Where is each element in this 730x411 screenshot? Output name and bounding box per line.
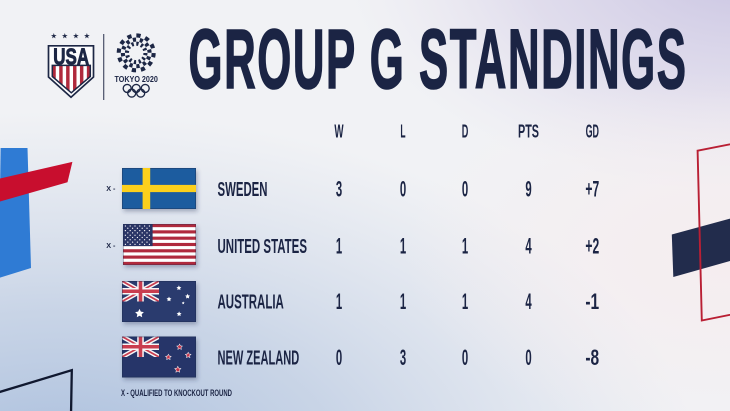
svg-text:4: 4 — [525, 289, 532, 314]
svg-text:0: 0 — [462, 177, 468, 202]
svg-text:1: 1 — [336, 289, 342, 314]
svg-text:0: 0 — [336, 345, 342, 370]
svg-text:GD: GD — [586, 122, 599, 142]
svg-text:+7: +7 — [585, 177, 599, 202]
svg-text:+2: +2 — [585, 234, 599, 259]
svg-text:AUSTRALIA: AUSTRALIA — [218, 292, 284, 314]
svg-text:USA: USA — [53, 44, 89, 70]
svg-text:TOKYO 2020: TOKYO 2020 — [115, 74, 159, 84]
svg-text:D: D — [462, 122, 469, 142]
svg-text:0: 0 — [462, 345, 468, 370]
svg-text:1: 1 — [462, 234, 468, 259]
svg-text:GROUP G STANDINGS: GROUP G STANDINGS — [189, 12, 688, 106]
svg-text:X - QUALIFIED TO KNOCKOUT ROUN: X - QUALIFIED TO KNOCKOUT ROUND — [121, 388, 232, 398]
svg-text:9: 9 — [525, 177, 531, 202]
svg-text:4: 4 — [525, 234, 532, 259]
svg-text:0: 0 — [400, 177, 406, 202]
svg-text:UNITED STATES: UNITED STATES — [218, 236, 308, 258]
svg-text:1: 1 — [462, 289, 468, 314]
svg-text:PTS: PTS — [518, 122, 539, 142]
svg-text:X -: X - — [106, 184, 116, 193]
svg-text:SWEDEN: SWEDEN — [218, 179, 268, 201]
svg-text:-1: -1 — [585, 289, 599, 314]
svg-text:-8: -8 — [585, 345, 599, 370]
svg-text:3: 3 — [400, 345, 406, 370]
svg-text:1: 1 — [336, 234, 342, 259]
svg-text:3: 3 — [336, 177, 342, 202]
svg-text:NEW ZEALAND: NEW ZEALAND — [218, 348, 300, 370]
svg-text:1: 1 — [400, 289, 406, 314]
svg-text:0: 0 — [525, 345, 531, 370]
svg-text:1: 1 — [400, 234, 406, 259]
svg-text:X -: X - — [106, 241, 116, 250]
svg-text:L: L — [400, 122, 405, 142]
svg-text:W: W — [334, 122, 343, 142]
